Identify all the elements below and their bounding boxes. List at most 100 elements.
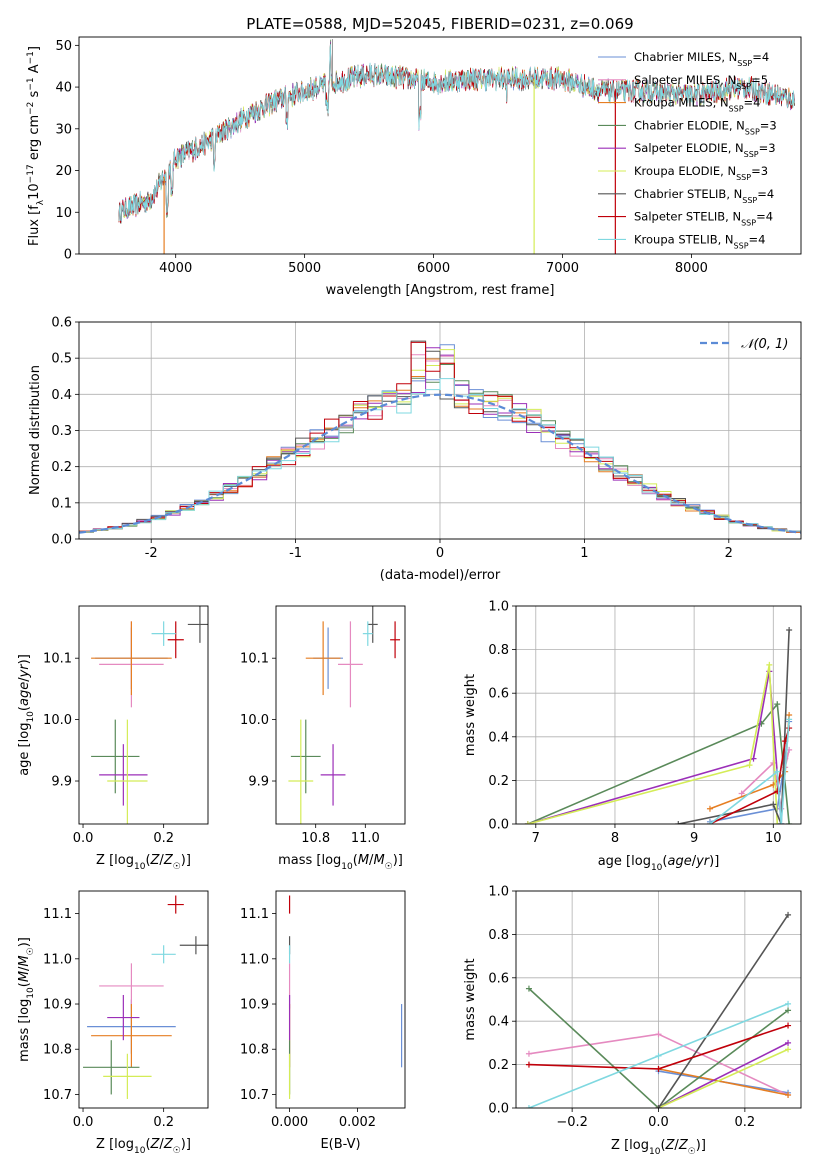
x-tick-label: 5000 <box>288 261 321 276</box>
weight-point <box>774 821 781 824</box>
spectrum-kroupa_stelib <box>118 44 795 222</box>
weight-point <box>774 701 781 708</box>
y-tick-label: 0.2 <box>488 1058 509 1073</box>
x-axis-label: mass [log10(M/M☉)] <box>278 853 403 872</box>
x-tick-label: 0 <box>436 546 444 561</box>
y-tick-label: 0.8 <box>488 928 509 943</box>
legend-label: 𝒩(0, 1) <box>741 337 788 352</box>
legend: Chabrier MILES, NSSP=4 Salpeter MILES, NS… <box>598 50 777 250</box>
plot-area <box>524 626 793 824</box>
y-tick-label: 0.0 <box>488 1102 509 1117</box>
weight-point <box>655 1065 662 1072</box>
weight-line-chabrier_stelib <box>657 914 789 1108</box>
y-tick-label: 10.1 <box>240 652 269 667</box>
y-tick-label: 0.0 <box>51 533 72 548</box>
x-tick-label: 10.8 <box>301 831 330 846</box>
legend-label: Salpeter STELIB, NSSP=4 <box>634 210 773 228</box>
y-tick-label: 10 <box>55 206 72 221</box>
y-tick-label: 10.8 <box>43 1043 72 1058</box>
weight-point <box>785 1022 792 1029</box>
axes-frame <box>78 605 209 825</box>
legend-label: Salpeter ELODIE, NSSP=3 <box>634 141 776 159</box>
x-tick-label: 0.2 <box>153 831 174 846</box>
y-tick-label: 11.1 <box>240 907 269 922</box>
legend-label: Chabrier STELIB, NSSP=4 <box>634 187 774 205</box>
x-tick-label: -2 <box>145 546 158 561</box>
weight-point <box>525 1105 532 1108</box>
y-tick-label: 10.0 <box>43 713 72 728</box>
normal-curve <box>79 393 801 534</box>
y-tick-label: 0.6 <box>488 971 509 986</box>
weight-line-kroupa_miles <box>658 1068 789 1096</box>
x-tick-label: 0.0 <box>73 831 94 846</box>
weight-line-chabrier_elodie <box>528 988 789 1108</box>
y-tick-label: 11.0 <box>43 952 72 967</box>
figure-title: PLATE=0588, MJD=52045, FIBERID=0231, z=0… <box>246 15 633 33</box>
y-tick-label: 20 <box>55 164 72 179</box>
y-tick-label: 10.7 <box>240 1088 269 1103</box>
plot-area <box>525 911 792 1108</box>
legend-label: Chabrier MILES, NSSP=4 <box>634 50 769 68</box>
x-tick-label: 0.2 <box>735 1115 756 1130</box>
y-tick-label: 10.0 <box>240 713 269 728</box>
weight-point <box>655 1031 662 1038</box>
panel-7: 0.000 0.002 10.7 10.8 10.9 11.0 11.1 E(B-V) <box>240 890 406 1152</box>
x-tick-label: 0.0 <box>648 1115 669 1130</box>
x-tick-label: -1 <box>289 546 302 561</box>
y-tick-label: 11.1 <box>43 907 72 922</box>
x-tick-label: 11.0 <box>351 831 380 846</box>
y-axis-label: age [log10(age/yr)] <box>17 654 36 776</box>
x-tick-label: 1 <box>580 546 588 561</box>
y-tick-label: 10.1 <box>43 652 72 667</box>
y-tick-label: 11.0 <box>240 952 269 967</box>
y-tick-label: 50 <box>55 39 72 54</box>
x-tick-label: 0.2 <box>153 1115 174 1130</box>
y-tick-label: 10.9 <box>43 998 72 1013</box>
panel-5: 7 8 9 10 0.0 0.2 0.4 0.6 0.8 1.0 age [log10(age/yr… <box>463 600 802 873</box>
y-tick-label: 0.4 <box>488 730 509 745</box>
y-tick-label: 0.6 <box>488 687 509 702</box>
weight-point <box>675 821 682 824</box>
weight-point <box>778 821 785 824</box>
y-tick-label: 0.6 <box>51 316 72 331</box>
y-axis-label: mass weight <box>463 958 478 1040</box>
weight-line-salpeter_elodie <box>527 671 782 824</box>
weight-point <box>785 1091 792 1098</box>
x-axis-label: E(B-V) <box>320 1137 360 1152</box>
x-tick-label: 2 <box>725 546 733 561</box>
y-tick-label: 0.3 <box>51 424 72 439</box>
weight-line-chabrier_stelib <box>678 629 790 824</box>
panel-8: −0.2 0.0 0.2 0.0 0.2 0.4 0.6 0.8 1.0 Z [log10(Z/Z… <box>463 885 802 1157</box>
y-axis-label: mass weight <box>463 674 478 756</box>
plot-area <box>83 895 208 1099</box>
panel-3: 0.0 0.2 9.9 10.0 10.1 Z [log10(Z/Z☉)] age [log… <box>17 605 209 872</box>
histogram-kroupa_stelib <box>79 378 801 533</box>
y-tick-label: 9.9 <box>51 775 72 790</box>
x-axis-label: Z [log10(Z/Z☉)] <box>611 1138 706 1157</box>
legend-label: Salpeter MILES, NSSP=5 <box>634 73 768 91</box>
y-axis-label: Normed distribution <box>28 365 43 495</box>
legend-label: Kroupa ELODIE, NSSP=3 <box>634 164 768 182</box>
weight-point <box>786 626 793 633</box>
y-tick-label: 10.7 <box>43 1088 72 1103</box>
axes-frame <box>78 36 802 255</box>
x-tick-label: 8000 <box>675 261 708 276</box>
x-axis-label: (data-model)/error <box>380 568 501 583</box>
y-tick-label: 0.0 <box>488 818 509 833</box>
weight-point <box>786 821 793 824</box>
y-tick-label: 10.9 <box>240 998 269 1013</box>
weight-point <box>525 1050 532 1057</box>
weight-point <box>766 661 773 668</box>
weight-point <box>655 1105 662 1108</box>
y-tick-label: 1.0 <box>488 885 509 900</box>
y-tick-label: 0.8 <box>488 643 509 658</box>
panel-2: -2 -1 0 1 2 0.0 0.1 0.2 0.3 0.4 0.5 0.6 𝒩(0, 1) (data… <box>28 316 802 583</box>
x-tick-label: 4000 <box>159 261 192 276</box>
weight-point <box>746 762 753 769</box>
legend-label: Kroupa MILES, NSSP=4 <box>634 96 760 114</box>
x-tick-label: 10 <box>765 831 782 846</box>
weight-point <box>785 1007 792 1014</box>
weight-line-kroupa_elodie <box>527 664 779 824</box>
x-axis-label: wavelength [Angstrom, rest frame] <box>326 283 555 298</box>
